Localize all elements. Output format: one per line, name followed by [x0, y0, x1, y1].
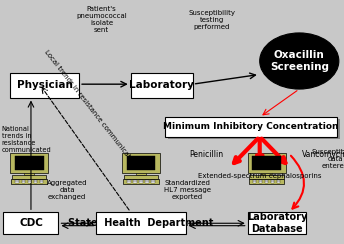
FancyBboxPatch shape [28, 181, 31, 183]
FancyBboxPatch shape [145, 181, 149, 183]
FancyBboxPatch shape [33, 181, 37, 183]
FancyBboxPatch shape [24, 173, 34, 175]
FancyBboxPatch shape [15, 156, 44, 170]
FancyBboxPatch shape [12, 175, 46, 179]
FancyBboxPatch shape [96, 212, 186, 234]
FancyBboxPatch shape [139, 180, 143, 181]
FancyBboxPatch shape [124, 175, 158, 179]
FancyBboxPatch shape [10, 73, 79, 98]
FancyBboxPatch shape [33, 180, 37, 181]
Text: Laboratory: Laboratory [129, 81, 194, 90]
Text: Minimum Inhibitory Concentration: Minimum Inhibitory Concentration [163, 122, 339, 131]
Text: Local trends in resistance communicated: Local trends in resistance communicated [43, 49, 136, 166]
Text: Penicillin: Penicillin [189, 151, 224, 159]
FancyBboxPatch shape [259, 180, 262, 181]
FancyBboxPatch shape [40, 180, 43, 181]
FancyBboxPatch shape [21, 180, 25, 181]
FancyBboxPatch shape [249, 179, 284, 184]
Text: Aggregated
data
exchanged: Aggregated data exchanged [47, 180, 87, 200]
FancyBboxPatch shape [10, 152, 48, 173]
Text: Patient's
pneumococcal
isolate
sent: Patient's pneumococcal isolate sent [76, 6, 127, 33]
FancyBboxPatch shape [265, 181, 268, 183]
Text: Standardized
HL7 message
exported: Standardized HL7 message exported [164, 180, 211, 200]
Text: CDC: CDC [19, 218, 43, 228]
FancyBboxPatch shape [253, 181, 256, 183]
FancyBboxPatch shape [252, 156, 281, 170]
FancyBboxPatch shape [11, 179, 47, 184]
FancyBboxPatch shape [133, 180, 137, 181]
Text: Susceptibility
data
entered: Susceptibility data entered [312, 149, 344, 169]
Text: State  Health  Department: State Health Department [68, 218, 214, 228]
Text: Vancomycin: Vancomycin [302, 151, 344, 159]
FancyBboxPatch shape [151, 180, 155, 181]
FancyBboxPatch shape [40, 181, 43, 183]
Text: Physician: Physician [17, 81, 73, 90]
FancyBboxPatch shape [277, 180, 280, 181]
FancyBboxPatch shape [248, 212, 306, 234]
Text: Oxacillin
Screening: Oxacillin Screening [270, 50, 329, 72]
Text: Extended-spectrum cephalosporins: Extended-spectrum cephalosporins [198, 173, 322, 179]
FancyBboxPatch shape [165, 117, 337, 137]
FancyBboxPatch shape [271, 181, 275, 183]
FancyBboxPatch shape [253, 180, 256, 181]
FancyBboxPatch shape [127, 181, 131, 183]
FancyBboxPatch shape [139, 181, 143, 183]
FancyBboxPatch shape [145, 180, 149, 181]
FancyBboxPatch shape [122, 152, 160, 173]
FancyBboxPatch shape [131, 73, 193, 98]
FancyBboxPatch shape [123, 179, 159, 184]
FancyBboxPatch shape [277, 181, 280, 183]
FancyBboxPatch shape [21, 181, 25, 183]
FancyBboxPatch shape [151, 181, 155, 183]
FancyBboxPatch shape [265, 180, 268, 181]
FancyBboxPatch shape [127, 156, 155, 170]
FancyBboxPatch shape [271, 180, 275, 181]
FancyBboxPatch shape [249, 175, 284, 179]
Text: Laboratory
Database: Laboratory Database [247, 213, 307, 234]
Text: National
trends in
resistance
communicated: National trends in resistance communicat… [2, 126, 52, 152]
FancyBboxPatch shape [133, 181, 137, 183]
FancyBboxPatch shape [136, 173, 146, 175]
FancyBboxPatch shape [15, 181, 19, 183]
FancyBboxPatch shape [261, 173, 272, 175]
FancyBboxPatch shape [168, 119, 340, 139]
Circle shape [260, 33, 339, 89]
FancyBboxPatch shape [259, 181, 262, 183]
FancyBboxPatch shape [15, 180, 19, 181]
FancyBboxPatch shape [3, 212, 58, 234]
FancyBboxPatch shape [248, 152, 286, 173]
Text: Susceptibility
testing
performed: Susceptibility testing performed [188, 10, 235, 30]
FancyBboxPatch shape [28, 180, 31, 181]
FancyBboxPatch shape [127, 180, 131, 181]
